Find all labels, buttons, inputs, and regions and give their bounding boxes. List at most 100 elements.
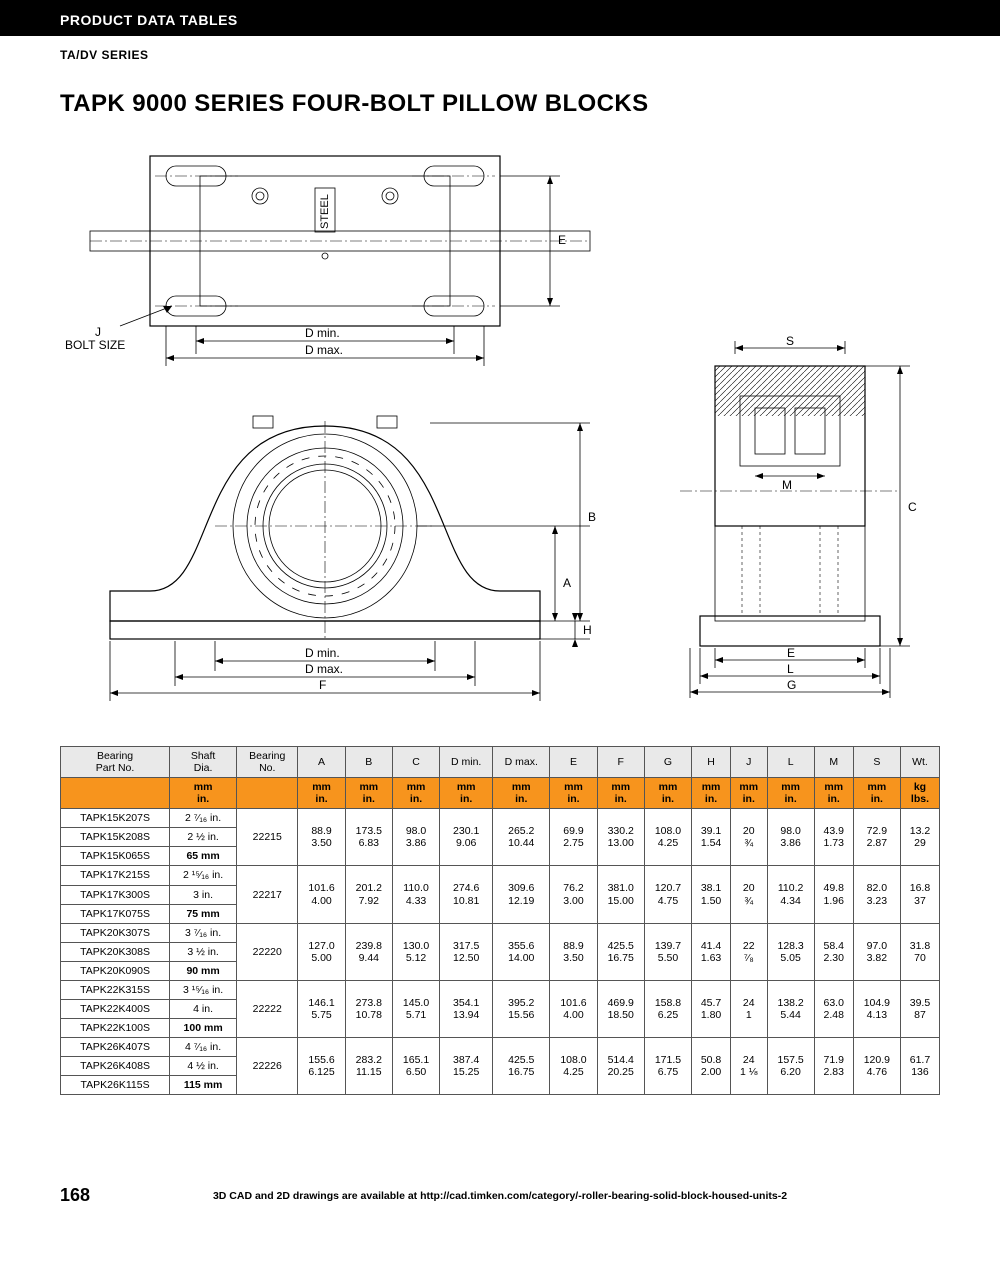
shaft-dia: 3 ⁷⁄₁₆ in. (170, 923, 237, 942)
bearing-no: 22226 (237, 1038, 298, 1095)
part-number: TAPK26K115S (61, 1076, 170, 1095)
unit-cell: mmin. (767, 778, 814, 809)
shaft-dia: 115 mm (170, 1076, 237, 1095)
shaft-dia: 2 ⁷⁄₁₆ in. (170, 809, 237, 828)
dim-cell: 50.82.00 (692, 1038, 731, 1095)
dim-cell: 128.35.05 (767, 923, 814, 980)
dim-cell: 130.05.12 (392, 923, 439, 980)
dim-cell: 145.05.71 (392, 980, 439, 1037)
dim-cell: 387.415.25 (440, 1038, 493, 1095)
unit-cell: mmin. (170, 778, 237, 809)
bearing-no: 22222 (237, 980, 298, 1037)
dim-cell: 381.015.00 (597, 866, 644, 923)
col-header: BearingNo. (237, 747, 298, 778)
dim-cell: 139.75.50 (644, 923, 691, 980)
dim-cell: 127.05.00 (298, 923, 345, 980)
unit-cell: mmin. (597, 778, 644, 809)
dim-cell: 395.215.56 (493, 980, 550, 1037)
col-header: C (392, 747, 439, 778)
svg-text:D max.: D max. (305, 343, 343, 357)
col-header: G (644, 747, 691, 778)
svg-text:G: G (787, 678, 796, 692)
col-header: E (550, 747, 597, 778)
unit-cell: mmin. (345, 778, 392, 809)
header-series: TA/DV SERIES (0, 36, 1000, 66)
col-header: Wt. (900, 747, 939, 778)
unit-cell: kglbs. (900, 778, 939, 809)
unit-cell: mmin. (392, 778, 439, 809)
col-header: S (853, 747, 900, 778)
dim-cell: 241 (731, 980, 767, 1037)
dim-cell: 425.516.75 (597, 923, 644, 980)
svg-text:M: M (782, 478, 792, 492)
unit-cell: mmin. (493, 778, 550, 809)
col-header: M (814, 747, 853, 778)
shaft-dia: 90 mm (170, 961, 237, 980)
part-number: TAPK22K400S (61, 999, 170, 1018)
unit-cell: mmin. (814, 778, 853, 809)
page-number: 168 (60, 1185, 90, 1205)
section-view-drawing: S M C E L (660, 336, 940, 716)
part-number: TAPK17K215S (61, 866, 170, 885)
dim-cell: 98.03.86 (392, 809, 439, 866)
dim-cell: 317.512.50 (440, 923, 493, 980)
shaft-dia: 3 in. (170, 885, 237, 904)
shaft-dia: 2 ¹⁵⁄₁₆ in. (170, 866, 237, 885)
unit-cell: mmin. (644, 778, 691, 809)
part-number: TAPK26K407S (61, 1038, 170, 1057)
bearing-no: 22215 (237, 809, 298, 866)
dim-cell: 20¾ (731, 866, 767, 923)
dim-cell: 354.113.94 (440, 980, 493, 1037)
dim-cell: 69.92.75 (550, 809, 597, 866)
shaft-dia: 65 mm (170, 847, 237, 866)
svg-text:E: E (787, 646, 795, 660)
footer-note: 3D CAD and 2D drawings are available at … (60, 1190, 940, 1202)
dim-cell: 241 ⅛ (731, 1038, 767, 1095)
dim-cell: 49.81.96 (814, 866, 853, 923)
shaft-dia: 2 ½ in. (170, 828, 237, 847)
dim-cell: 97.03.82 (853, 923, 900, 980)
dim-cell: 13.229 (900, 809, 939, 866)
part-number: TAPK22K100S (61, 1018, 170, 1037)
dim-cell: 146.15.75 (298, 980, 345, 1037)
dim-cell: 120.94.76 (853, 1038, 900, 1095)
col-header: H (692, 747, 731, 778)
dim-cell: 265.210.44 (493, 809, 550, 866)
dim-cell: 22⁷⁄₈ (731, 923, 767, 980)
dim-cell: 39.587 (900, 980, 939, 1037)
svg-text:H: H (583, 623, 592, 637)
dim-cell: 110.04.33 (392, 866, 439, 923)
bearing-no: 22217 (237, 866, 298, 923)
front-view-drawing: H A B D min. D (60, 391, 620, 711)
dim-cell: 88.93.50 (298, 809, 345, 866)
shaft-dia: 4 ½ in. (170, 1057, 237, 1076)
dim-cell: 76.23.00 (550, 866, 597, 923)
dim-cell: 58.42.30 (814, 923, 853, 980)
table-row: TAPK15K207S2 ⁷⁄₁₆ in.2221588.93.50173.56… (61, 809, 940, 828)
part-number: TAPK15K065S (61, 847, 170, 866)
part-number: TAPK20K090S (61, 961, 170, 980)
svg-text:D min.: D min. (305, 646, 340, 660)
svg-text:BOLT SIZE: BOLT SIZE (65, 338, 125, 352)
dim-cell: 31.870 (900, 923, 939, 980)
table-header: BearingPart No.ShaftDia.BearingNo.ABCD m… (61, 747, 940, 809)
bearing-no: 22220 (237, 923, 298, 980)
dim-cell: 274.610.81 (440, 866, 493, 923)
svg-text:A: A (563, 576, 571, 590)
svg-text:F: F (319, 678, 326, 692)
dim-cell: 20¾ (731, 809, 767, 866)
dim-cell: 201.27.92 (345, 866, 392, 923)
svg-text:B: B (588, 510, 596, 524)
dim-cell: 101.64.00 (298, 866, 345, 923)
dim-cell: 173.56.83 (345, 809, 392, 866)
part-number: TAPK15K208S (61, 828, 170, 847)
svg-text:J: J (95, 325, 101, 339)
unit-cell (61, 778, 170, 809)
unit-cell: mmin. (550, 778, 597, 809)
part-number: TAPK17K300S (61, 885, 170, 904)
dim-cell: 101.64.00 (550, 980, 597, 1037)
dim-cell: 110.24.34 (767, 866, 814, 923)
part-number: TAPK20K308S (61, 942, 170, 961)
dim-cell: 108.04.25 (550, 1038, 597, 1095)
shaft-dia: 4 ⁷⁄₁₆ in. (170, 1038, 237, 1057)
